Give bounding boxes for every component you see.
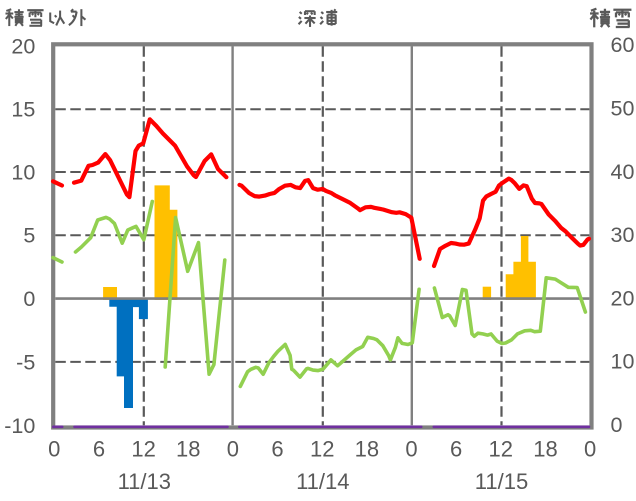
svg-text:12: 12 xyxy=(489,437,513,462)
svg-text:11/14: 11/14 xyxy=(296,469,349,494)
svg-text:0: 0 xyxy=(227,437,239,462)
svg-text:20: 20 xyxy=(11,35,35,59)
svg-text:40: 40 xyxy=(611,160,635,184)
svg-text:0: 0 xyxy=(23,287,35,311)
svg-text:50: 50 xyxy=(611,97,635,121)
svg-text:10: 10 xyxy=(611,350,635,374)
svg-text:5: 5 xyxy=(23,224,35,248)
svg-text:20: 20 xyxy=(611,286,635,310)
svg-text:12: 12 xyxy=(131,437,155,462)
svg-text:11/13: 11/13 xyxy=(118,469,171,494)
svg-text:0: 0 xyxy=(48,437,60,462)
svg-text:18: 18 xyxy=(176,437,200,462)
svg-text:11/15: 11/15 xyxy=(475,469,528,494)
svg-text:15: 15 xyxy=(11,98,35,122)
svg-text:18: 18 xyxy=(533,437,557,462)
svg-text:0: 0 xyxy=(405,437,417,462)
svg-text:-10: -10 xyxy=(4,414,35,438)
svg-text:6: 6 xyxy=(93,437,105,462)
svg-text:18: 18 xyxy=(355,437,379,462)
svg-text:60: 60 xyxy=(611,33,635,57)
svg-text:30: 30 xyxy=(611,223,635,247)
svg-text:-5: -5 xyxy=(16,350,35,374)
svg-text:0: 0 xyxy=(611,413,623,437)
svg-text:12: 12 xyxy=(310,437,334,462)
svg-text:6: 6 xyxy=(450,437,462,462)
svg-text:10: 10 xyxy=(11,161,35,185)
svg-text:0: 0 xyxy=(584,437,596,462)
svg-text:6: 6 xyxy=(271,437,283,462)
